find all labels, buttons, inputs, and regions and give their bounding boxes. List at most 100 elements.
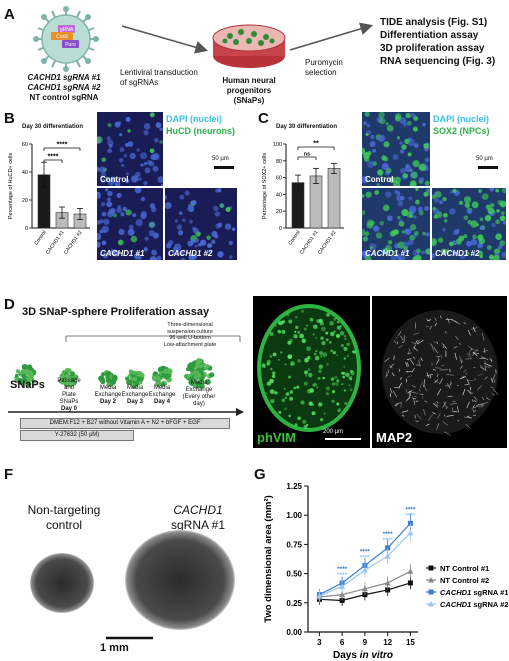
- cell-nucleus: [140, 163, 144, 167]
- data-point: [407, 529, 414, 536]
- map2-fiber: [444, 431, 452, 436]
- phvim-cell: [270, 399, 275, 404]
- y-tick-label: 0: [279, 226, 282, 232]
- map2-fiber: [414, 414, 416, 419]
- cell-nucleus: [406, 120, 412, 126]
- cell-nucleus: [143, 247, 149, 252]
- cell-nucleus: [206, 243, 212, 248]
- map2-fiber: [459, 365, 464, 370]
- map2-fiber: [475, 405, 483, 408]
- map2-fiber: [465, 423, 471, 429]
- cell-nucleus: [374, 190, 380, 195]
- y-tick-label: 1.00: [286, 511, 302, 520]
- cell-nucleus: [211, 239, 216, 244]
- legend-item-2: NT Control #2: [426, 576, 489, 585]
- cell-nucleus: [497, 199, 503, 206]
- map2-fiber: [446, 414, 454, 417]
- cell-nucleus: [500, 211, 505, 216]
- map2-fiber: [407, 390, 413, 394]
- cell-nucleus: [369, 245, 374, 250]
- map2-fiber: [437, 412, 441, 419]
- cell-nucleus: [445, 249, 450, 254]
- cell: [127, 374, 131, 378]
- cell-nucleus: [177, 230, 184, 236]
- cell-nucleus: [152, 153, 160, 161]
- snaps-label: SNaPs: [10, 379, 45, 391]
- cell-nucleus: [442, 228, 446, 232]
- cell: [59, 374, 64, 379]
- phvim-cell: [339, 331, 345, 336]
- map2-fiber: [465, 372, 468, 375]
- cell-nucleus: [160, 184, 163, 186]
- cell: [191, 363, 196, 369]
- map2-fiber: [392, 390, 398, 398]
- phvim-cell: [301, 338, 306, 344]
- phvim-cell: [305, 374, 308, 377]
- phvim-cell: [272, 352, 277, 357]
- scalebar-f-label: 1 mm: [100, 642, 129, 654]
- map2-fiber: [463, 322, 467, 325]
- cell-nucleus: [479, 225, 484, 231]
- map2-fiber: [471, 407, 475, 412]
- stain-b-hucd: HuCD (neurons): [166, 126, 235, 136]
- map2-fiber: [397, 330, 402, 337]
- y-axis-label: Percentage of HuCD+ cells: [8, 153, 14, 220]
- sphere-day0: [58, 368, 79, 388]
- map2-fiber: [481, 402, 489, 405]
- cell-nucleus: [396, 191, 401, 196]
- transduction-line-2: of sgRNAs: [120, 78, 159, 87]
- cell-nucleus: [103, 218, 110, 226]
- cell: [70, 377, 76, 382]
- assay-item-1: TIDE analysis (Fig. S1): [380, 17, 488, 28]
- x-tick-label: Control: [33, 230, 47, 247]
- cell: [160, 382, 165, 387]
- map2-fiber: [400, 335, 404, 341]
- map2-fiber: [456, 405, 459, 413]
- map2-fiber: [451, 319, 458, 323]
- snaps-cells: [14, 363, 37, 387]
- growth-line-chart: 0.00 0.25 0.50 0.75 1.00 1.25 3 6 9 12 15 Two dimen…: [263, 482, 508, 660]
- cell-nucleus: [499, 215, 506, 222]
- sphere-day2: [98, 370, 118, 387]
- cell-nucleus: [418, 176, 425, 183]
- f-sphere-images: [30, 530, 235, 640]
- puromycin-text: Puromycin selection: [305, 58, 365, 78]
- cell-nucleus: [498, 245, 503, 250]
- map2-fiber: [472, 326, 476, 333]
- map2-fiber: [429, 325, 433, 330]
- cell-nucleus: [425, 232, 430, 237]
- cell-nucleus: [471, 201, 479, 209]
- phvim-cell: [329, 320, 334, 326]
- cell: [126, 379, 133, 386]
- map2-fiber: [469, 386, 472, 391]
- cell-nucleus: [140, 213, 147, 220]
- x-tick-label: 15: [406, 638, 415, 647]
- cell-nucleus: [125, 172, 129, 176]
- data-point: [384, 553, 391, 559]
- phvim-cell: [346, 354, 349, 358]
- cell-nucleus: [217, 251, 224, 258]
- cell-nucleus: [415, 188, 419, 191]
- cell-nucleus: [127, 228, 135, 236]
- cell-nucleus: [171, 251, 176, 256]
- cell-nucleus: [389, 176, 396, 184]
- map2-fiber: [493, 388, 499, 395]
- cell-nucleus: [458, 235, 465, 242]
- map2-fiber: [466, 378, 470, 385]
- cell-nucleus: [434, 197, 440, 203]
- cell-nucleus: [194, 244, 198, 248]
- sig-label: ****: [57, 142, 68, 149]
- map2-fiber: [399, 377, 402, 380]
- phvim-cell: [272, 371, 276, 375]
- sgrna-line-3: NT control sgRNA: [29, 93, 99, 102]
- phvim-cell: [308, 401, 313, 406]
- phvim-cell: [323, 412, 326, 415]
- phvim-cell: [349, 378, 353, 381]
- cell-nucleus: [116, 192, 122, 199]
- phvim-cell: [304, 357, 309, 363]
- map2-fiber: [434, 323, 438, 327]
- x-tick-label: Control: [287, 230, 301, 247]
- cell-nucleus: [404, 138, 410, 145]
- phvim-cell: [287, 340, 292, 345]
- cell-nucleus: [465, 251, 470, 256]
